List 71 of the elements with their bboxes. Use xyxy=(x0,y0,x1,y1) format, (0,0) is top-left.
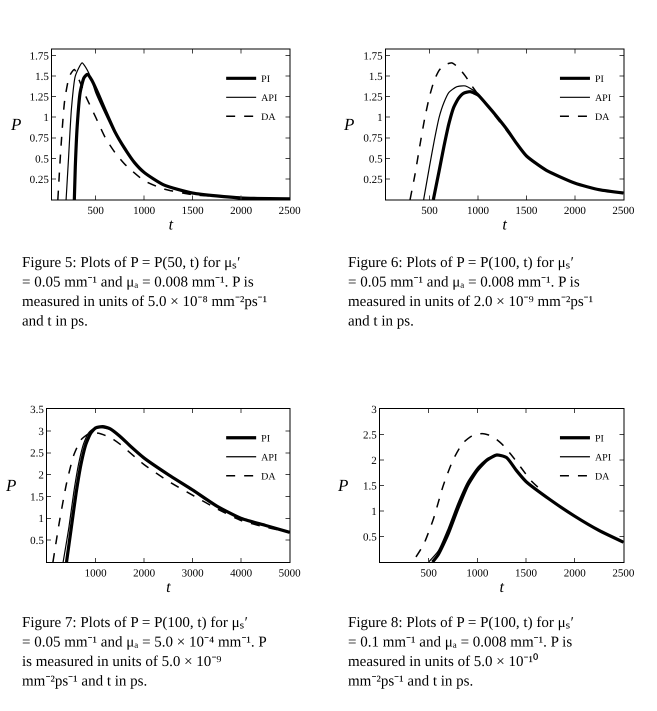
y-tick-label: 1.75 xyxy=(30,50,50,62)
legend-label: PI xyxy=(261,74,270,86)
y-tick-label: 0.5 xyxy=(35,153,50,166)
y-axis-title: P xyxy=(337,476,348,495)
y-tick-label: 3.5 xyxy=(30,404,44,416)
x-tick-label: 1500 xyxy=(515,567,538,580)
legend-label: DA xyxy=(261,112,276,124)
legend-label: API xyxy=(261,93,278,104)
legend-label: API xyxy=(261,452,278,464)
y-tick-label: 2.5 xyxy=(362,429,378,442)
y-tick-label: 1.25 xyxy=(30,91,50,104)
legend-label: API xyxy=(594,452,612,464)
y-tick-label: 0.25 xyxy=(30,174,50,186)
x-tick-label: 3000 xyxy=(182,567,204,580)
y-tick-label: 1.75 xyxy=(363,50,384,62)
y-tick-label: 1 xyxy=(43,112,49,124)
y-tick-label: 2 xyxy=(371,454,377,467)
x-axis-title: t xyxy=(166,578,172,596)
caption: Figure 8: Plots of P = P(100, t) for μₛ′ = 0.1 mm⁻¹ and μₐ = 0.008 mm⁻¹. P is measured in units of 5.0 × 10⁻¹⁰ mm⁻²ps⁻¹ and t in ps. xyxy=(348,615,574,690)
legend-label: API xyxy=(594,93,612,104)
y-axis-title: P xyxy=(5,476,16,495)
caption: Figure 7: Plots of P = P(100, t) for μₛ′ = 0.05 mm⁻¹ and μₐ = 5.0 × 10⁻⁴ mm⁻¹. P is measured in units of 5.0 × 10⁻⁹ mm⁻²ps⁻¹ and t in ps. xyxy=(22,615,267,690)
legend-label: PI xyxy=(261,434,270,445)
caption: Figure 5: Plots of P = P(50, t) for μₛ′ = 0.05 mm⁻¹ and μₐ = 0.008 mm⁻¹. P is measured in units of 5.0 × 10⁻⁸ mm⁻²ps⁻¹ and t in ps. xyxy=(22,255,268,330)
caption: Figure 6: Plots of P = P(100, t) for μₛ′ = 0.05 mm⁻¹ and μₐ = 0.008 mm⁻¹. P is measured in units of 2.0 × 10⁻⁹ mm⁻²ps⁻¹ and t in ps. xyxy=(348,255,594,330)
legend-label: DA xyxy=(261,472,276,483)
legend-label: DA xyxy=(594,472,610,483)
y-tick-label: 0.25 xyxy=(363,174,384,186)
y-tick-label: 1 xyxy=(38,513,44,526)
x-tick-label: 500 xyxy=(421,204,438,217)
x-tick-label: 1000 xyxy=(133,204,156,217)
x-tick-label: 1000 xyxy=(466,567,489,580)
x-tick-label: 2500 xyxy=(612,204,635,217)
y-tick-label: 0.75 xyxy=(30,132,50,145)
y-tick-label: 0.5 xyxy=(362,531,378,544)
y-tick-label: 3 xyxy=(38,426,44,438)
x-tick-label: 2000 xyxy=(564,204,586,217)
x-axis-title: t xyxy=(499,578,504,596)
legend-label: PI xyxy=(594,74,604,86)
y-axis-title: P xyxy=(10,115,22,134)
y-tick-label: 1.25 xyxy=(363,91,384,104)
x-tick-label: 1000 xyxy=(466,204,490,217)
y-tick-label: 1.5 xyxy=(35,70,50,83)
y-tick-label: 3 xyxy=(371,404,378,416)
y-tick-label: 1.5 xyxy=(362,480,378,492)
y-tick-label: 0.75 xyxy=(363,132,384,145)
x-axis-title: t xyxy=(502,216,508,234)
x-tick-label: 1500 xyxy=(182,204,204,217)
x-tick-label: 4000 xyxy=(230,567,253,580)
x-tick-label: 5000 xyxy=(278,567,302,580)
x-tick-label: 500 xyxy=(420,567,438,580)
y-tick-label: 1 xyxy=(371,506,377,518)
y-tick-label: 0.5 xyxy=(30,535,44,548)
x-tick-label: 1500 xyxy=(515,204,538,217)
x-tick-label: 2000 xyxy=(133,567,156,580)
y-axis-title: P xyxy=(343,115,354,134)
x-tick-label: 2500 xyxy=(278,204,302,217)
x-tick-label: 1000 xyxy=(84,567,108,580)
y-tick-label: 1.5 xyxy=(368,70,384,83)
y-tick-label: 2 xyxy=(38,470,44,482)
legend-label: PI xyxy=(594,434,604,445)
x-tick-label: 2000 xyxy=(230,204,253,217)
legend-label: DA xyxy=(594,112,610,124)
y-tick-label: 2.5 xyxy=(30,448,44,460)
y-tick-label: 1.5 xyxy=(30,491,44,504)
y-tick-label: 0.5 xyxy=(368,153,384,166)
x-tick-label: 500 xyxy=(87,204,104,217)
x-tick-label: 2500 xyxy=(612,567,635,580)
x-tick-label: 2000 xyxy=(564,567,586,580)
y-tick-label: 1 xyxy=(377,112,383,124)
x-axis-title: t xyxy=(168,216,174,234)
